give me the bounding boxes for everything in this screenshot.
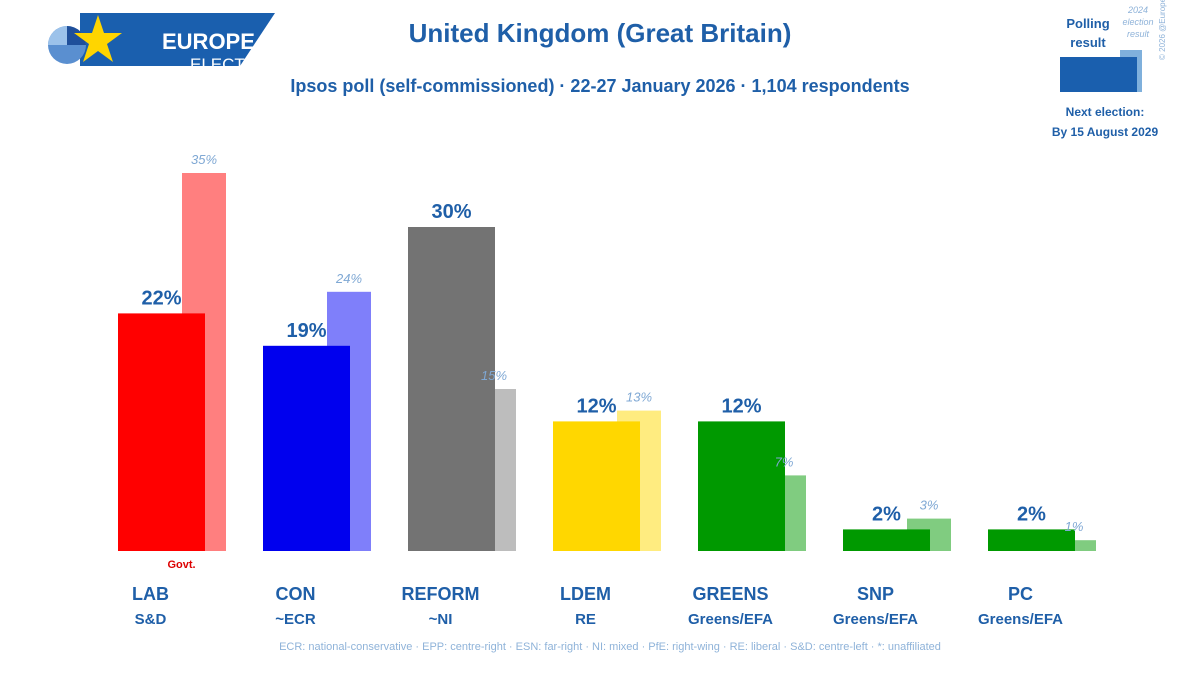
bar-poll-pc — [988, 529, 1075, 551]
bar-poll-ldem — [553, 421, 640, 551]
legend-polling-label: Polling result — [1066, 16, 1110, 50]
next-election-label: Next election: — [1065, 105, 1145, 119]
data-label-poll-con: 19% — [286, 320, 326, 342]
govt-note-lab: Govt. — [167, 559, 195, 571]
party-label-reform: REFORM — [402, 584, 480, 604]
next-election: Next election: By 15 August 2029 — [1040, 102, 1170, 142]
data-label-poll-reform: 30% — [431, 201, 471, 223]
party-label-pc: PC — [1008, 584, 1033, 604]
party-label-snp: SNP — [857, 584, 894, 604]
party-label-con: CON — [276, 584, 316, 604]
bar-poll-snp — [843, 529, 930, 551]
legend-swatches — [1060, 50, 1142, 92]
data-label-poll-lab: 22% — [141, 287, 181, 309]
logo-banner — [48, 13, 275, 66]
data-label-prev-ldem: 13% — [626, 390, 652, 405]
next-election-date: By 15 August 2029 — [1051, 125, 1159, 139]
legend-polling-swatch — [1060, 57, 1137, 92]
party-label-lab: LAB — [132, 584, 169, 604]
data-label-prev-reform: 15% — [481, 368, 507, 383]
brand-line2: ELECTS — [190, 55, 257, 74]
party-label-greens: GREENS — [692, 584, 768, 604]
group-label-con: ~ECR — [275, 611, 316, 628]
data-label-prev-lab: 35% — [191, 152, 217, 167]
data-label-prev-con: 24% — [335, 271, 362, 286]
star-icon — [74, 15, 122, 62]
data-label-prev-snp: 3% — [920, 498, 939, 513]
bar-poll-lab — [118, 313, 205, 551]
group-label-snp: Greens/EFA — [833, 611, 918, 628]
bar-poll-greens — [698, 421, 785, 551]
brand-line1: EUROPE — [162, 29, 255, 54]
footnote: ECR: national-conservative · EPP: centre… — [279, 641, 941, 653]
group-label-ldem: RE — [575, 611, 596, 628]
data-label-poll-ldem: 12% — [576, 395, 616, 417]
data-label-prev-pc: 1% — [1065, 519, 1084, 534]
chart-subtitle: Ipsos poll (self-commissioned) · 22-27 J… — [290, 76, 910, 96]
data-label-poll-pc: 2% — [1017, 503, 1046, 525]
europe-elects-logo: EUROPE ELECTS — [40, 13, 275, 74]
data-label-prev-greens: 7% — [775, 454, 794, 469]
chart-title: United Kingdom (Great Britain) — [408, 18, 792, 48]
group-label-greens: Greens/EFA — [688, 611, 773, 628]
group-label-reform: ~NI — [429, 611, 453, 628]
group-label-pc: Greens/EFA — [978, 611, 1063, 628]
legend-previous-label: 2024 election result — [1122, 5, 1154, 39]
data-label-poll-snp: 2% — [872, 503, 901, 525]
bar-poll-reform — [408, 227, 495, 551]
bar-poll-con — [263, 345, 350, 551]
data-label-poll-greens: 12% — [721, 395, 761, 417]
party-label-ldem: LDEM — [560, 584, 611, 604]
group-label-lab: S&D — [135, 611, 167, 628]
